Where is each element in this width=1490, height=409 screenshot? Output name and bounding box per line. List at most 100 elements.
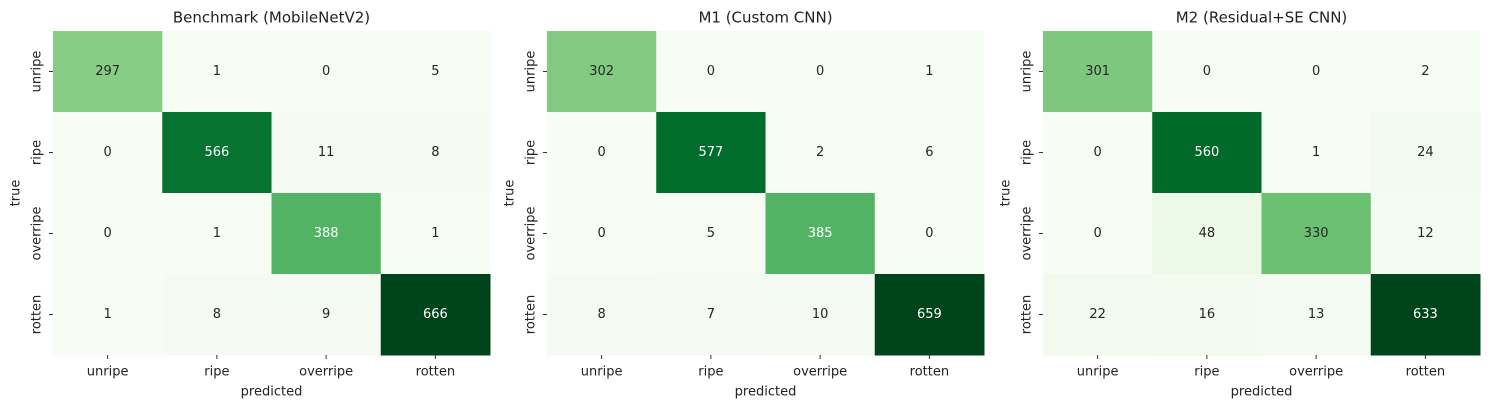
cell-label: 6 [925,145,933,160]
x-tick-label: ripe [698,365,723,380]
x-tick-label: ripe [204,365,229,380]
heatmap-cell [547,112,657,194]
cell-label: 1 [213,64,221,79]
heatmap-cell [765,112,876,194]
heatmap-cell [1261,193,1372,275]
heatmap-cell [1261,31,1372,113]
heatmap-cell [1370,193,1481,275]
cell-label: 22 [1089,307,1106,322]
cell-label: 0 [1203,64,1211,79]
heatmap-cell [271,112,382,194]
heatmap-cell [162,112,272,194]
cell-label: 577 [698,145,723,160]
y-tick-label: ripe [524,140,539,165]
y-tick-label: overripe [524,207,539,261]
heatmap-cell [547,274,657,356]
cell-label: 12 [1417,226,1434,241]
cell-label: 7 [707,307,715,322]
heatmap-cell [765,274,876,356]
x-axis-label: predicted [241,385,303,400]
cell-label: 5 [431,64,439,79]
y-tick-label: ripe [1020,140,1035,165]
heatmap-cell [271,274,382,356]
cell-label: 659 [917,307,942,322]
cell-label: 5 [707,226,715,241]
chart-title: M1 (Custom CNN) [698,9,832,27]
cell-label: 0 [1093,226,1101,241]
heatmap-cell [1152,274,1262,356]
cell-label: 633 [1413,307,1438,322]
cell-label: 8 [431,145,439,160]
x-tick-label: rotten [910,365,949,380]
x-tick-label: overripe [299,365,353,380]
cell-label: 9 [322,307,330,322]
cell-label: 0 [597,226,605,241]
x-tick-label: overripe [793,365,847,380]
y-tick-label: overripe [30,207,45,261]
y-tick-label: rotten [524,295,539,334]
cell-label: 302 [589,64,614,79]
heatmap-cell [656,193,766,275]
heatmap-cell [765,193,876,275]
heatmap-cell [162,274,272,356]
y-tick-label: unripe [30,51,45,93]
cell-label: 0 [707,64,715,79]
heatmap-cell [162,31,272,113]
heatmap-cell [765,31,876,113]
heatmap-cell [1043,193,1153,275]
heatmap-cell [1370,31,1481,113]
heatmap-cell [1261,112,1372,194]
cell-label: 0 [103,226,111,241]
heatmap-cell [1370,274,1481,356]
cell-label: 566 [204,145,229,160]
cell-label: 330 [1304,226,1329,241]
heatmap-cell [1152,31,1262,113]
heatmap-cell [380,193,491,275]
cell-label: 0 [1093,145,1101,160]
cell-label: 297 [95,64,120,79]
y-axis-label: true [999,180,1014,207]
heatmap-cell [1152,193,1262,275]
cell-label: 0 [816,64,824,79]
chart-title: Benchmark (MobileNetV2) [173,9,370,27]
cell-label: 666 [423,307,448,322]
heatmap-cell [1152,112,1262,194]
heatmap-cell [1370,112,1481,194]
y-tick-label: unripe [1020,51,1035,93]
cell-label: 1 [103,307,111,322]
x-axis-label: predicted [735,385,797,400]
heatmap-cell [656,112,766,194]
heatmap-cell [547,193,657,275]
cell-label: 1 [431,226,439,241]
cell-label: 301 [1085,64,1110,79]
x-axis-label: predicted [1231,385,1293,400]
y-tick-label: overripe [1020,207,1035,261]
heatmap-cell [874,112,985,194]
cell-label: 0 [103,145,111,160]
y-axis-label: true [9,180,24,207]
heatmap-cell [656,31,766,113]
x-tick-label: rotten [416,365,455,380]
heatmap-cell [53,112,163,194]
cell-label: 11 [318,145,335,160]
cell-label: 0 [925,226,933,241]
cell-label: 13 [1308,307,1325,322]
heatmap-cell [271,31,382,113]
cell-label: 24 [1417,145,1434,160]
heatmap-cell [1043,274,1153,356]
x-tick-label: rotten [1406,365,1445,380]
cell-label: 2 [1421,64,1429,79]
cell-label: 385 [808,226,833,241]
heatmap-cell [1043,112,1153,194]
y-axis-label: true [503,180,518,207]
y-tick-label: rotten [30,295,45,334]
cell-label: 48 [1199,226,1216,241]
heatmap-cell [1043,31,1153,113]
heatmap-cell [53,274,163,356]
heatmap-cell [380,274,491,356]
cell-label: 2 [816,145,824,160]
cell-label: 1 [925,64,933,79]
heatmap-cell [162,193,272,275]
heatmap-cell [271,193,382,275]
